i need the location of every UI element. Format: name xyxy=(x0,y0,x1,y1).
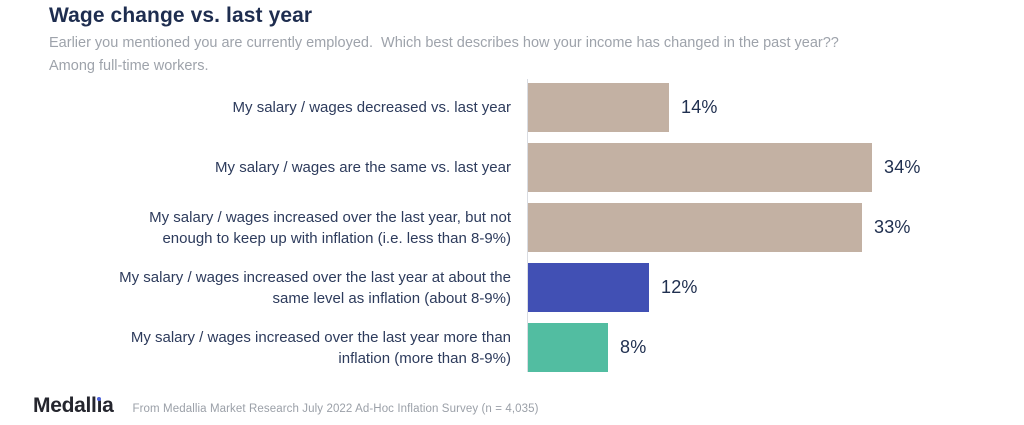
chart-footer: Medallıa From Medallia Market Research J… xyxy=(33,395,539,417)
value-label: 14% xyxy=(681,97,718,117)
bar xyxy=(527,263,649,312)
bar-cell: 8% xyxy=(527,323,646,372)
page-title: Wage change vs. last year xyxy=(49,4,313,27)
subtitle-line-1: Earlier you mentioned you are currently … xyxy=(49,35,839,51)
bar-row: My salary / wages increased over the las… xyxy=(35,203,995,263)
bar-cell: 12% xyxy=(527,263,698,312)
bar-chart: My salary / wages decreased vs. last yea… xyxy=(35,79,995,383)
category-label-line: My salary / wages decreased vs. last yea… xyxy=(232,99,511,116)
category-label-line: enough to keep up with inflation (i.e. l… xyxy=(162,229,511,247)
logo-text-end: a xyxy=(102,394,114,417)
category-label-line: My salary / wages increased over the las… xyxy=(149,208,511,226)
value-label: 34% xyxy=(884,157,921,177)
bar xyxy=(527,83,669,132)
category-label-line: My salary / wages are the same vs. last … xyxy=(215,159,511,176)
bar-chart-rows: My salary / wages decreased vs. last yea… xyxy=(35,83,995,383)
value-label: 12% xyxy=(661,277,698,297)
bar xyxy=(527,203,862,252)
bar-row: My salary / wages decreased vs. last yea… xyxy=(35,83,995,143)
category-label-line: same level as inflation (about 8-9%) xyxy=(272,289,511,307)
category-label: My salary / wages increased over the las… xyxy=(35,263,527,312)
chart-subtitle: Earlier you mentioned you are currently … xyxy=(49,32,989,77)
medallia-logo: Medallıa xyxy=(33,395,114,417)
bar-row: My salary / wages increased over the las… xyxy=(35,263,995,323)
subtitle-line-2: Among full-time workers. xyxy=(49,57,209,74)
bar-row: My salary / wages increased over the las… xyxy=(35,323,995,383)
source-note: From Medallia Market Research July 2022 … xyxy=(132,403,539,415)
bar xyxy=(527,143,872,192)
value-label: 33% xyxy=(874,217,911,237)
logo-text: Medall xyxy=(33,394,97,417)
value-label: 8% xyxy=(620,337,647,357)
category-label-line: My salary / wages increased over the las… xyxy=(130,328,511,346)
bar xyxy=(527,323,608,372)
category-label-line: inflation (more than 8-9%) xyxy=(338,349,511,367)
bar-cell: 33% xyxy=(527,203,911,252)
category-label: My salary / wages increased over the las… xyxy=(35,323,527,372)
bar-cell: 14% xyxy=(527,83,718,132)
bar-cell: 34% xyxy=(527,143,921,192)
bar-row: My salary / wages are the same vs. last … xyxy=(35,143,995,203)
category-label: My salary / wages decreased vs. last yea… xyxy=(35,83,527,132)
logo-dotted-i: ı xyxy=(96,394,103,417)
chart-header: Wage change vs. last year Earlier you me… xyxy=(49,4,989,77)
category-label: My salary / wages are the same vs. last … xyxy=(35,143,527,192)
category-label: My salary / wages increased over the las… xyxy=(35,203,527,252)
category-label-line: My salary / wages increased over the las… xyxy=(119,268,511,286)
